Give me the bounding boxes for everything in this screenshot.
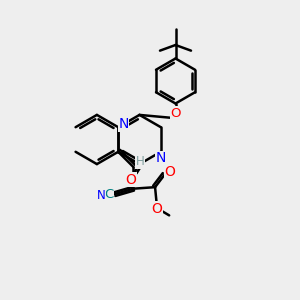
Text: O: O xyxy=(170,106,181,120)
Text: N: N xyxy=(118,117,129,131)
Text: H: H xyxy=(136,155,144,168)
Text: N: N xyxy=(97,189,106,202)
Text: C: C xyxy=(104,188,114,201)
Text: N: N xyxy=(155,152,166,165)
Text: O: O xyxy=(165,165,176,178)
Text: O: O xyxy=(125,173,136,187)
Text: O: O xyxy=(151,202,162,216)
